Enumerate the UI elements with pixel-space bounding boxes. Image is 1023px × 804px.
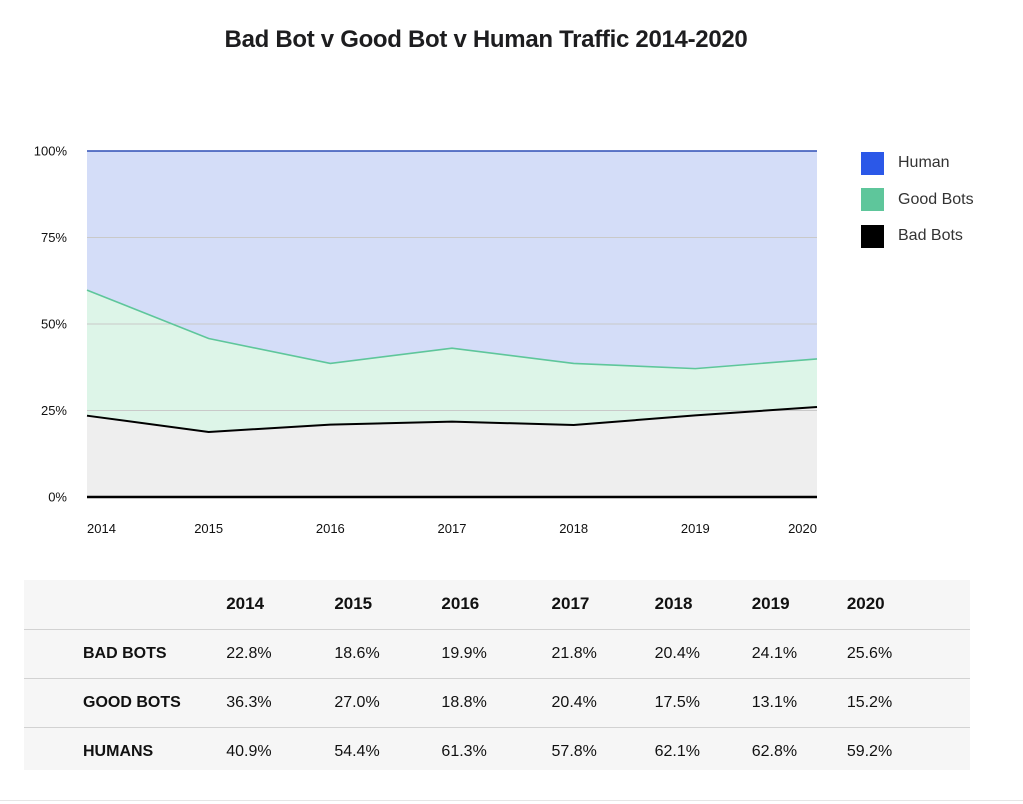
table-cell: 62.8% — [751, 726, 847, 776]
table-row-label: BAD BOTS — [24, 628, 227, 678]
table-row: HUMANS 40.9% 54.4% 61.3% 57.8% 62.1% 62.8% 59.2… — [24, 726, 970, 776]
table-column-header: 2018 — [654, 594, 693, 614]
table-row-label: GOOD BOTS — [24, 677, 227, 727]
table-cell: 22.8% — [226, 628, 335, 678]
table-cell: 36.3% — [226, 677, 335, 727]
x-tick-label: 2016 — [316, 521, 345, 536]
table-cell: 15.2% — [846, 677, 970, 727]
x-tick-label: 2018 — [559, 521, 588, 536]
x-tick-label: 2019 — [681, 521, 710, 536]
area-bad-bots — [87, 407, 817, 497]
table-cell: 21.8% — [551, 628, 655, 678]
chart-title: Bad Bot v Good Bot v Human Traffic 2014-… — [224, 26, 748, 53]
table-cell: 25.6% — [846, 628, 970, 678]
table-row: BAD BOTS 22.8% 18.6% 19.9% 21.8% 20.4% 24.1% 25… — [24, 628, 970, 678]
table-header-row: 2014 2015 2016 2017 2018 2019 2020 — [24, 580, 970, 629]
y-tick-label: 0% — [48, 490, 67, 505]
table-cell: 20.4% — [654, 628, 752, 678]
line-good-bots — [86, 289, 818, 370]
table-column-header: 2019 — [751, 594, 790, 614]
table-row-label: HUMANS — [24, 726, 227, 776]
table-cell: 24.1% — [751, 628, 847, 678]
y-tick-label: 75% — [41, 230, 67, 245]
data-table-container: 2014 2015 2016 2017 2018 2019 2020 BAD BOTS 22.… — [24, 580, 970, 776]
table-row: GOOD BOTS 36.3% 27.0% 18.8% 20.4% 17.5% 13.1% 1… — [24, 677, 970, 727]
table-cell: 18.6% — [334, 628, 442, 678]
legend-swatch-good-bots — [861, 188, 884, 211]
bottom-divider — [0, 800, 1023, 801]
legend-item-human[interactable]: Human — [861, 151, 974, 175]
legend-swatch-human — [861, 151, 884, 175]
area-human — [87, 151, 817, 369]
x-tick-label: 2020 — [788, 521, 817, 536]
y-tick-label: 25% — [41, 403, 67, 418]
table-column-header: 2020 — [846, 594, 885, 614]
table-cell: 40.9% — [226, 726, 335, 776]
legend-label: Good Bots — [898, 190, 974, 208]
y-tick-label: 100% — [34, 144, 68, 159]
table-cell: 27.0% — [334, 677, 442, 727]
table-column-header: 2014 — [226, 594, 265, 614]
table-column-header: 2015 — [334, 594, 373, 614]
table-corner-cell — [24, 580, 226, 629]
legend-item-good-bots[interactable]: Good Bots — [861, 188, 974, 212]
table-cell: 13.1% — [751, 677, 847, 727]
legend-label: Human — [898, 154, 950, 171]
legend-swatch-bad-bots — [861, 224, 884, 248]
table-cell: 54.4% — [334, 726, 442, 776]
y-tick-label: 50% — [41, 317, 67, 332]
table-cell: 61.3% — [441, 726, 552, 776]
table-column-header: 2016 — [441, 594, 480, 614]
stacked-area-chart: 0% 25% 50% 75% 100% 2014 2015 2016 2017 2018 2019… — [34, 144, 818, 536]
legend-label: Bad Bots — [898, 227, 963, 244]
x-tick-label: 2017 — [438, 521, 467, 536]
table-cell: 19.9% — [441, 628, 552, 678]
legend-item-bad-bots[interactable]: Bad Bots — [861, 224, 974, 248]
table-cell: 62.1% — [654, 726, 752, 776]
table-cell: 59.2% — [846, 726, 970, 776]
line-bad-bots — [86, 406, 818, 433]
table-cell: 20.4% — [551, 677, 655, 727]
table-cell: 57.8% — [551, 726, 655, 776]
table-cell: 18.8% — [441, 677, 552, 727]
area-good-bots — [87, 290, 817, 432]
x-tick-label: 2014 — [87, 521, 116, 536]
table-column-header: 2017 — [551, 594, 590, 614]
table-cell: 17.5% — [654, 677, 752, 727]
x-tick-label: 2015 — [194, 521, 223, 536]
data-table: 2014 2015 2016 2017 2018 2019 2020 BAD BOTS 22.… — [24, 580, 970, 776]
chart-legend: Human Good Bots Bad Bots — [861, 151, 974, 261]
